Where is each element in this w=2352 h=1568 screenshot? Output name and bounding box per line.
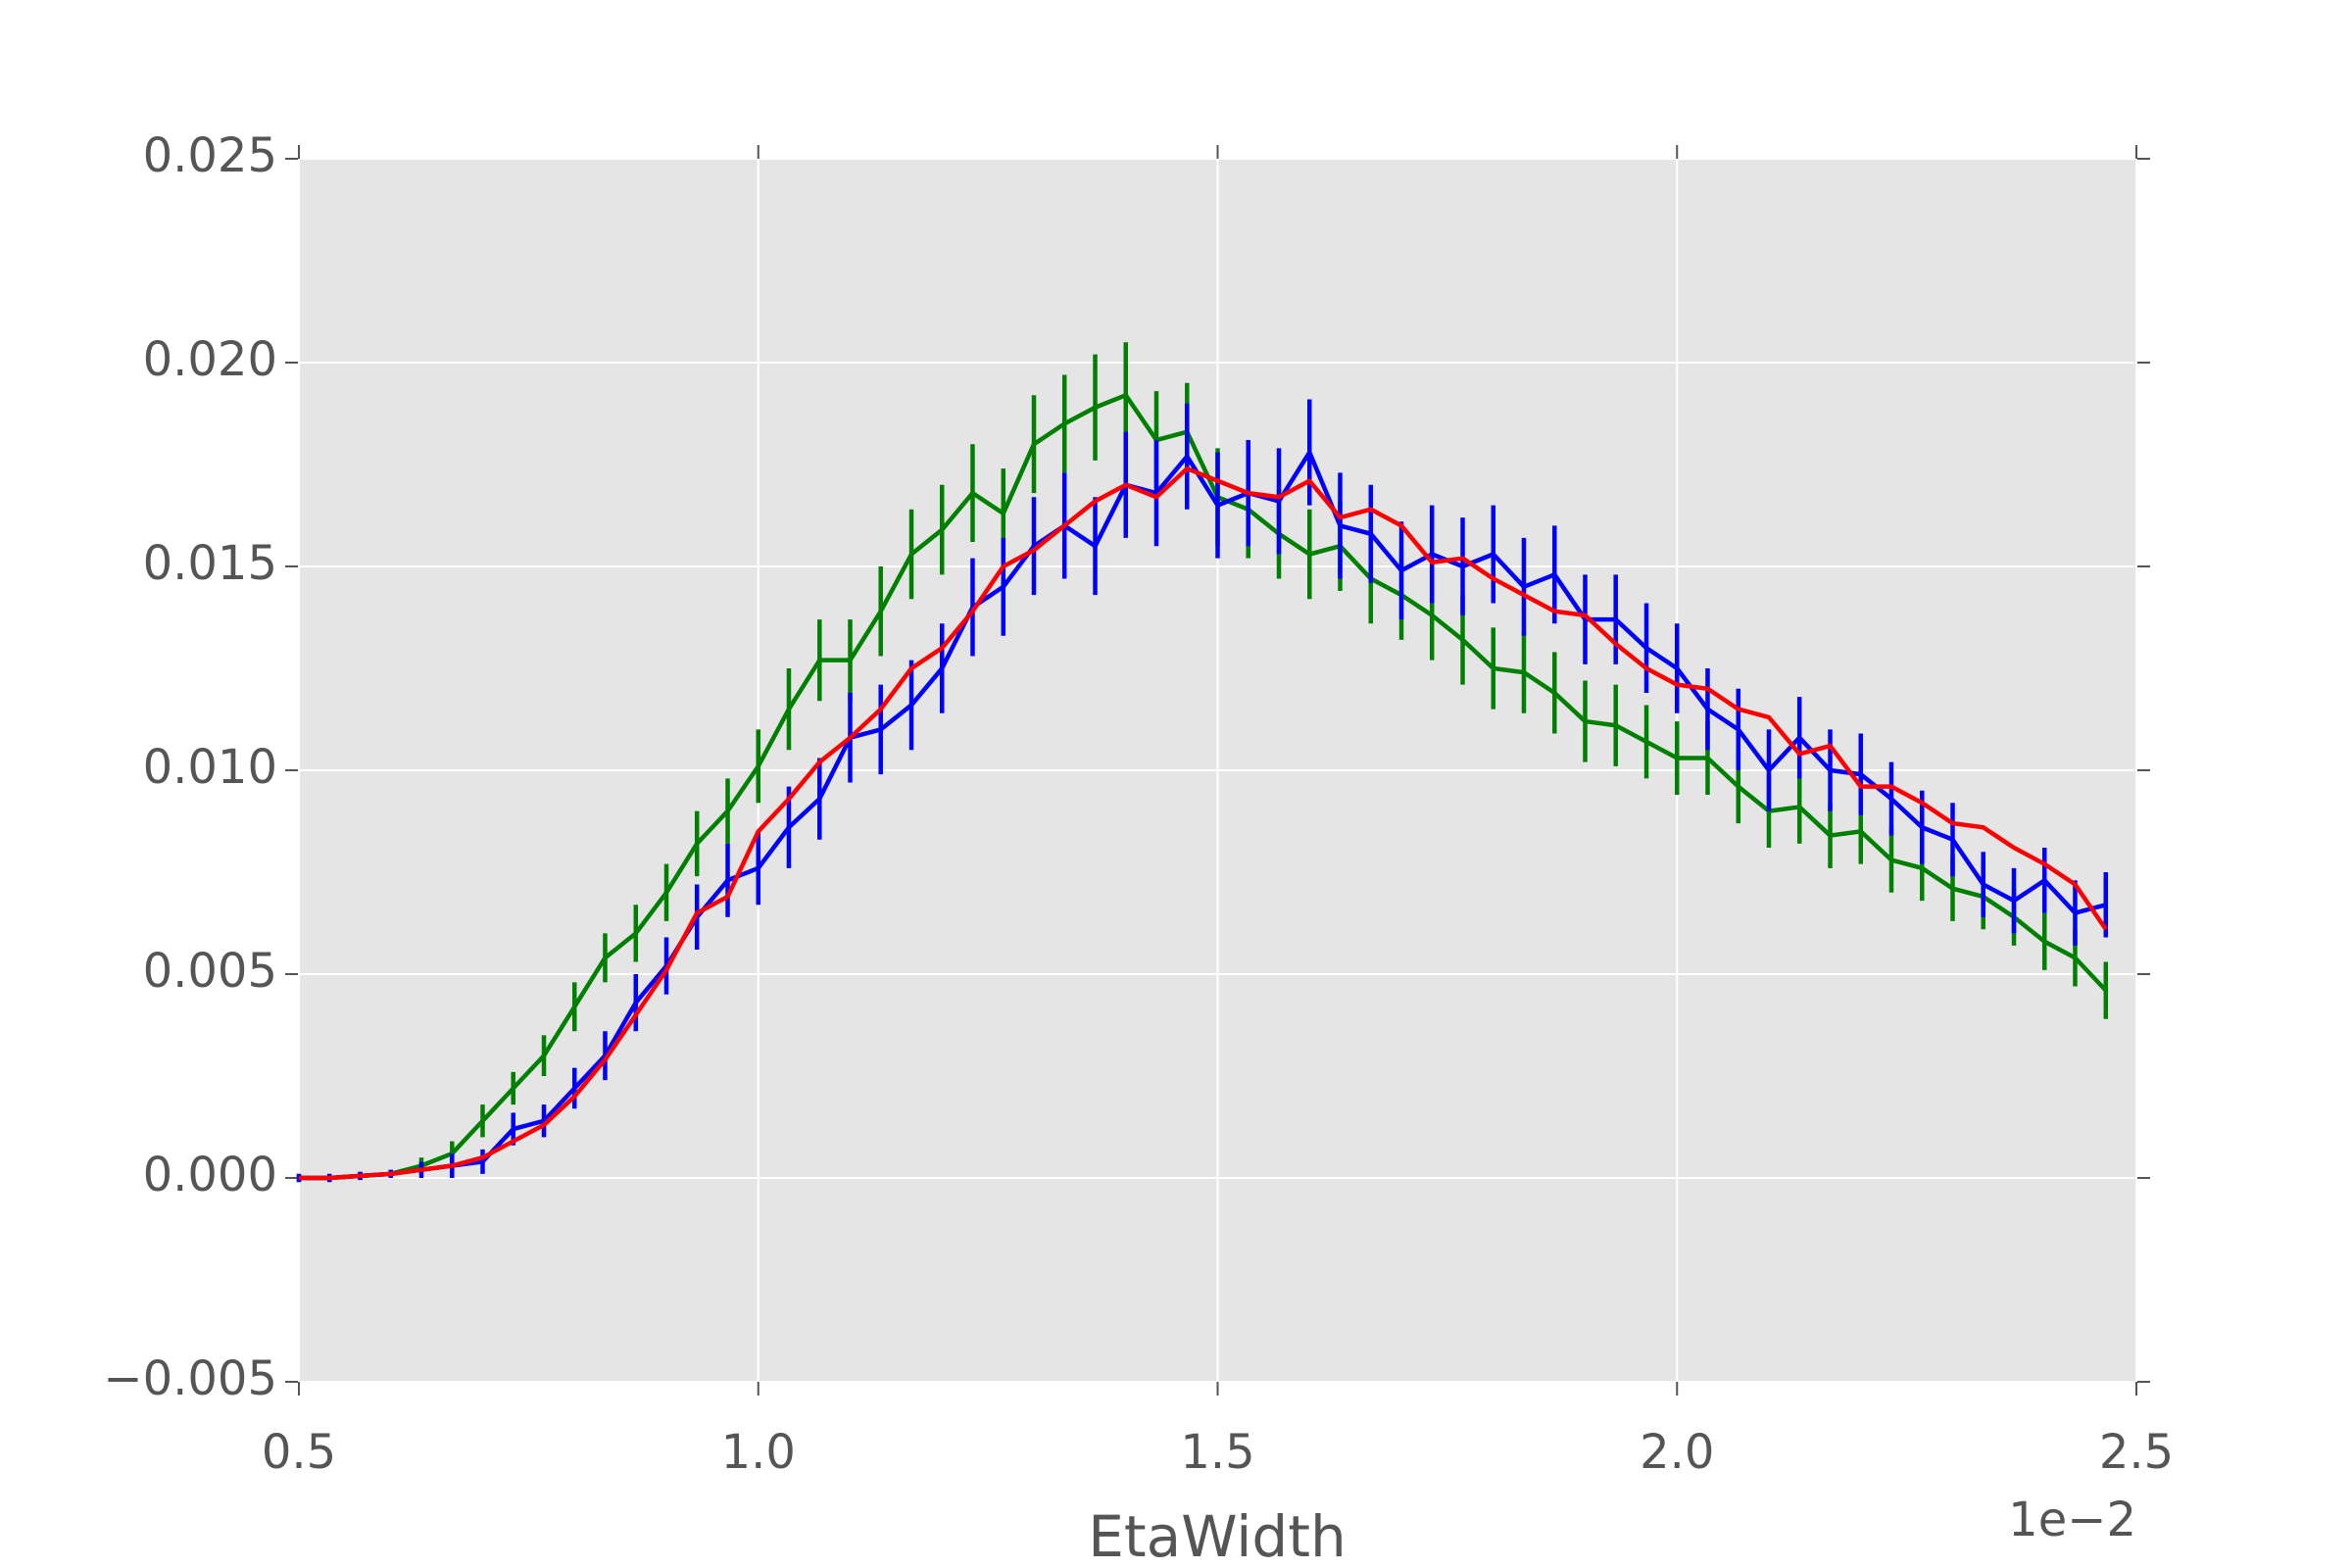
x-tick-label: 0.5 xyxy=(262,1425,336,1480)
x-tick-label: 2.5 xyxy=(2099,1425,2174,1480)
y-tick-label: 0.025 xyxy=(143,128,277,183)
x-axis-label: EtaWidth xyxy=(1088,1503,1346,1568)
series-line xyxy=(299,450,2107,1181)
x-offset-text: 1e−2 xyxy=(2008,1493,2136,1547)
y-tick-label: 0.000 xyxy=(143,1148,277,1202)
series-line xyxy=(299,466,2108,1181)
y-tick-label: 0.020 xyxy=(143,332,277,387)
x-tick-label: 2.0 xyxy=(1640,1425,1714,1480)
y-tick-label: 0.010 xyxy=(143,740,277,795)
y-tick-label: −0.005 xyxy=(103,1351,277,1406)
y-tick-label: 0.015 xyxy=(143,536,277,591)
series-line xyxy=(299,393,2108,1181)
x-tick-label: 1.5 xyxy=(1180,1425,1254,1480)
x-tick-label: 1.0 xyxy=(721,1425,796,1480)
y-tick-label: 0.005 xyxy=(143,944,277,999)
